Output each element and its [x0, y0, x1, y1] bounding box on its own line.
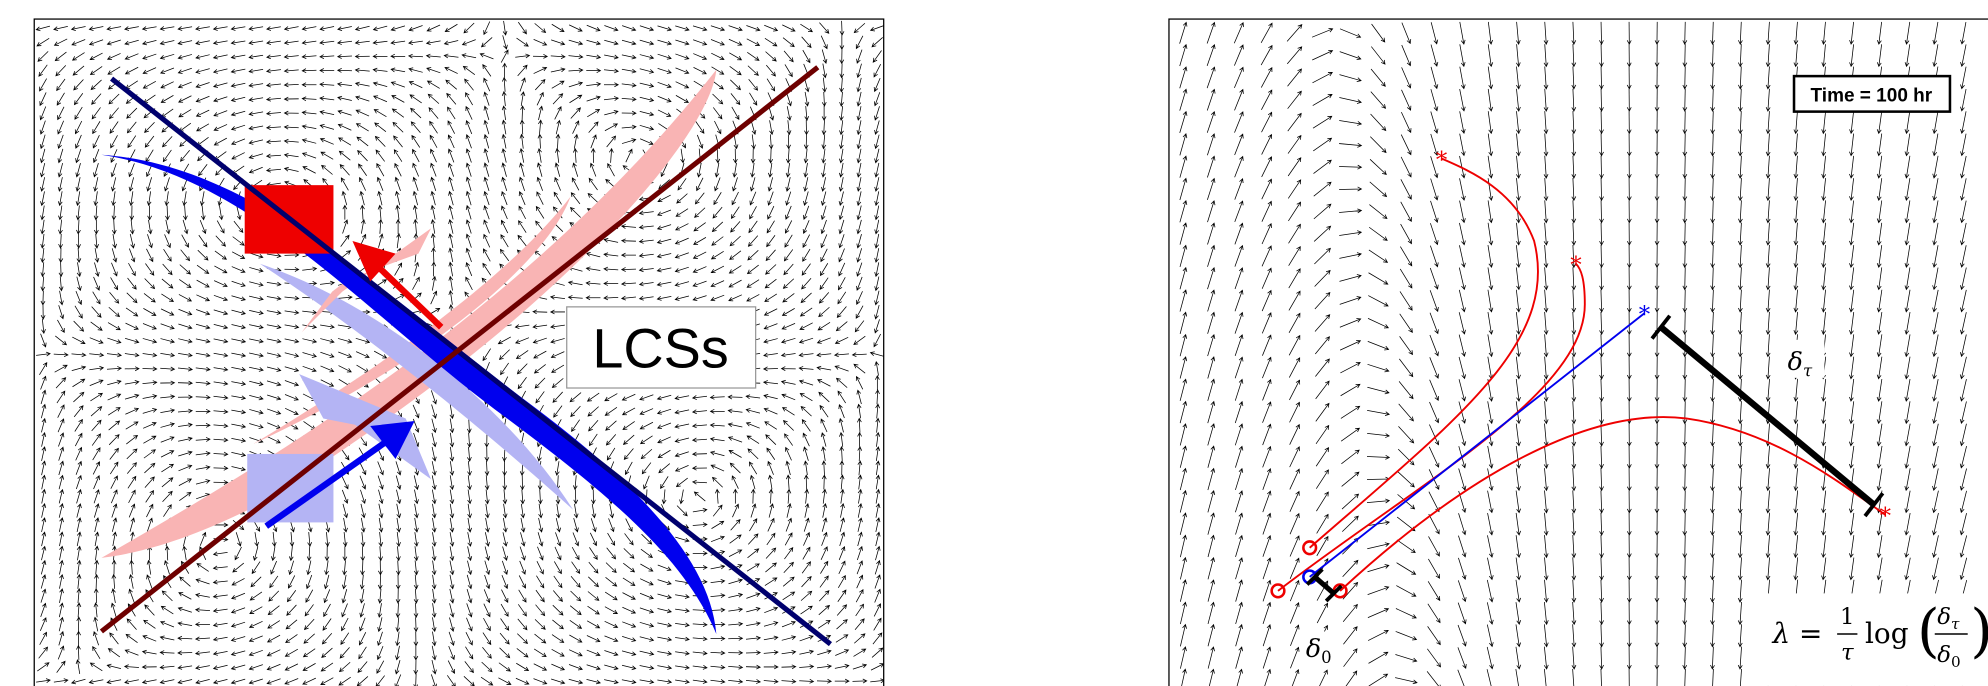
delta-tau-bar: [1661, 327, 1874, 505]
formula-lhs: λ =: [1771, 617, 1822, 650]
subscript: 0: [1321, 648, 1331, 667]
paren: ): [1970, 596, 1988, 664]
formula-denominator: τ: [1841, 639, 1854, 665]
symbol: δ: [1788, 346, 1803, 376]
formula-log: log: [1865, 617, 1909, 650]
symbol: δ: [1937, 604, 1951, 630]
symbol: δ: [1306, 633, 1321, 663]
right-vector-field: [1180, 22, 1967, 686]
right-frame: [1169, 19, 1988, 686]
subscript: τ: [1951, 615, 1960, 633]
subscript: 0: [1951, 653, 1961, 671]
svg-text:*: *: [1436, 147, 1448, 173]
end-marker: *: [1639, 302, 1651, 328]
svg-text:*: *: [1880, 504, 1892, 530]
blue-trajectory: [1310, 313, 1645, 577]
time-label: Time = 100 hr: [1811, 85, 1933, 106]
field-arrows: [1180, 22, 1967, 686]
formula: λ = 1 τ log ( δτ δ0 ): [1753, 593, 1988, 686]
delta-0-bar: [1315, 577, 1334, 593]
formula-numerator: 1: [1840, 604, 1855, 630]
subscript: τ: [1803, 362, 1813, 381]
figure: LCSs *** * Time = 100 hr δτ δ0 λ = 1 τ l…: [0, 0, 1988, 686]
svg-text:*: *: [1570, 253, 1582, 279]
lcs-label: LCSs: [592, 318, 728, 380]
red-trajectory: [1310, 159, 1538, 548]
symbol: δ: [1937, 642, 1951, 668]
